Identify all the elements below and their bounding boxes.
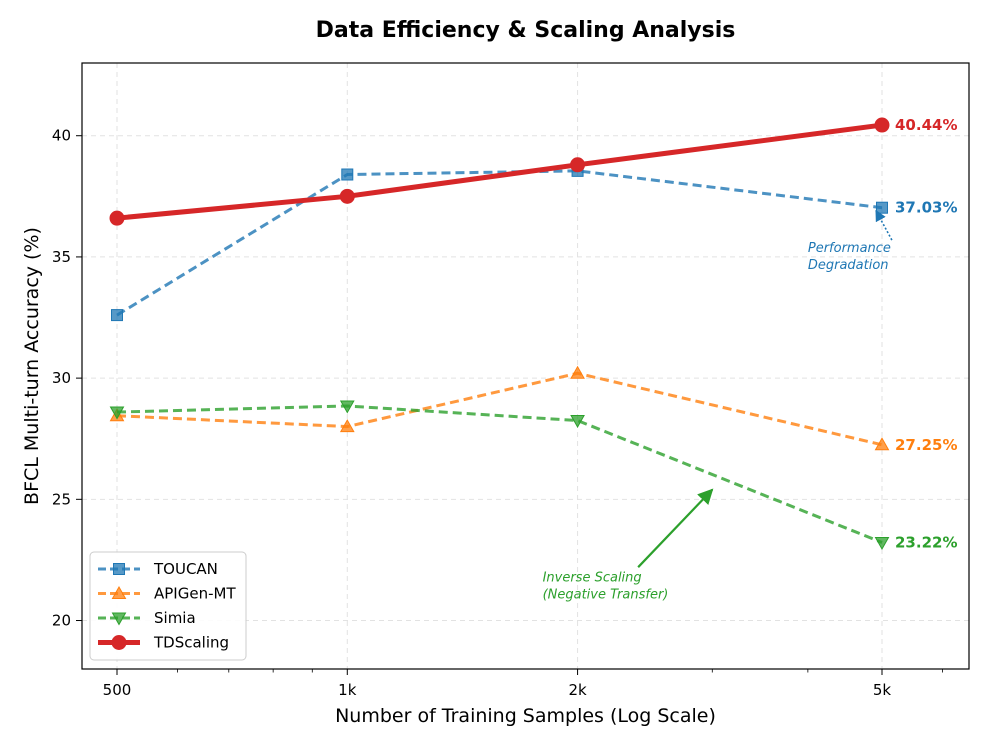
legend: TOUCAN APIGen-MT Simia TDScaling (89, 551, 247, 661)
chart-title: Data Efficiency & Scaling Analysis (316, 18, 736, 43)
series-simia: 23.22% (109, 400, 957, 551)
x-tick-label: 2k (568, 681, 587, 699)
series-line (114, 122, 885, 221)
y-tick-label: 25 (52, 490, 71, 508)
data-point (111, 309, 123, 322)
data-point (339, 419, 355, 433)
legend-label: APIGen-MT (154, 585, 236, 603)
y-axis-label: BFCL Multi-turn Accuracy (%) (21, 227, 43, 505)
legend-marker (111, 585, 127, 599)
legend-label: Simia (154, 609, 196, 627)
annotation-text: Inverse Scaling (543, 571, 642, 586)
x-tick-label: 1k (338, 681, 357, 699)
y-tick-label: 35 (52, 248, 71, 266)
data-point (341, 168, 354, 181)
legend-marker (111, 635, 127, 650)
end-value-label: 40.44% (895, 116, 957, 134)
legend-label: TOUCAN (153, 560, 218, 578)
legend-item: APIGen-MT (98, 585, 236, 603)
end-value-label: 27.25% (895, 436, 957, 454)
series-line (116, 404, 883, 544)
plot-frame (81, 62, 970, 670)
series-tdscaling: 40.44% (109, 116, 957, 226)
data-point (570, 365, 585, 379)
series-line (116, 169, 883, 317)
legend-item: TOUCAN (98, 560, 218, 578)
legend-label: TDScaling (153, 634, 229, 652)
data-point (339, 188, 355, 204)
x-axis-label: Number of Training Samples (Log Scale) (335, 705, 716, 727)
series-toucan: 37.03% (111, 164, 957, 322)
series-apigen-mt: 27.25% (109, 365, 957, 454)
end-value-label: 23.22% (895, 533, 957, 551)
legend-item: Simia (98, 609, 196, 627)
x-tick-label: 5k (873, 681, 892, 699)
annotation-arrow (875, 209, 893, 241)
annotation-text: (Negative Transfer) (543, 588, 669, 603)
annotation: Performance Degradation (808, 209, 893, 273)
legend-frame (89, 551, 247, 661)
annotation-text: Degradation (808, 258, 889, 273)
data-point (876, 201, 888, 214)
legend-marker (111, 612, 127, 626)
annotation-text: Performance (808, 241, 891, 256)
x-tick-label: 500 (103, 681, 132, 699)
data-point (874, 437, 890, 451)
y-tick-label: 40 (52, 127, 71, 145)
annotation: Inverse Scaling (Negative Transfer) (543, 488, 714, 603)
end-value-label: 37.03% (895, 199, 957, 217)
legend-marker (113, 563, 125, 575)
series-line (116, 371, 883, 447)
annotation-arrow (637, 488, 714, 568)
data-point (339, 400, 355, 414)
data-point (109, 210, 125, 226)
y-tick-label: 30 (52, 369, 71, 387)
data-point (570, 415, 585, 429)
data-point (874, 117, 890, 133)
data-point (570, 157, 586, 173)
data-point (109, 406, 125, 420)
y-tick-label: 20 (52, 612, 71, 630)
data-point (874, 536, 890, 550)
legend-item: TDScaling (98, 634, 229, 652)
